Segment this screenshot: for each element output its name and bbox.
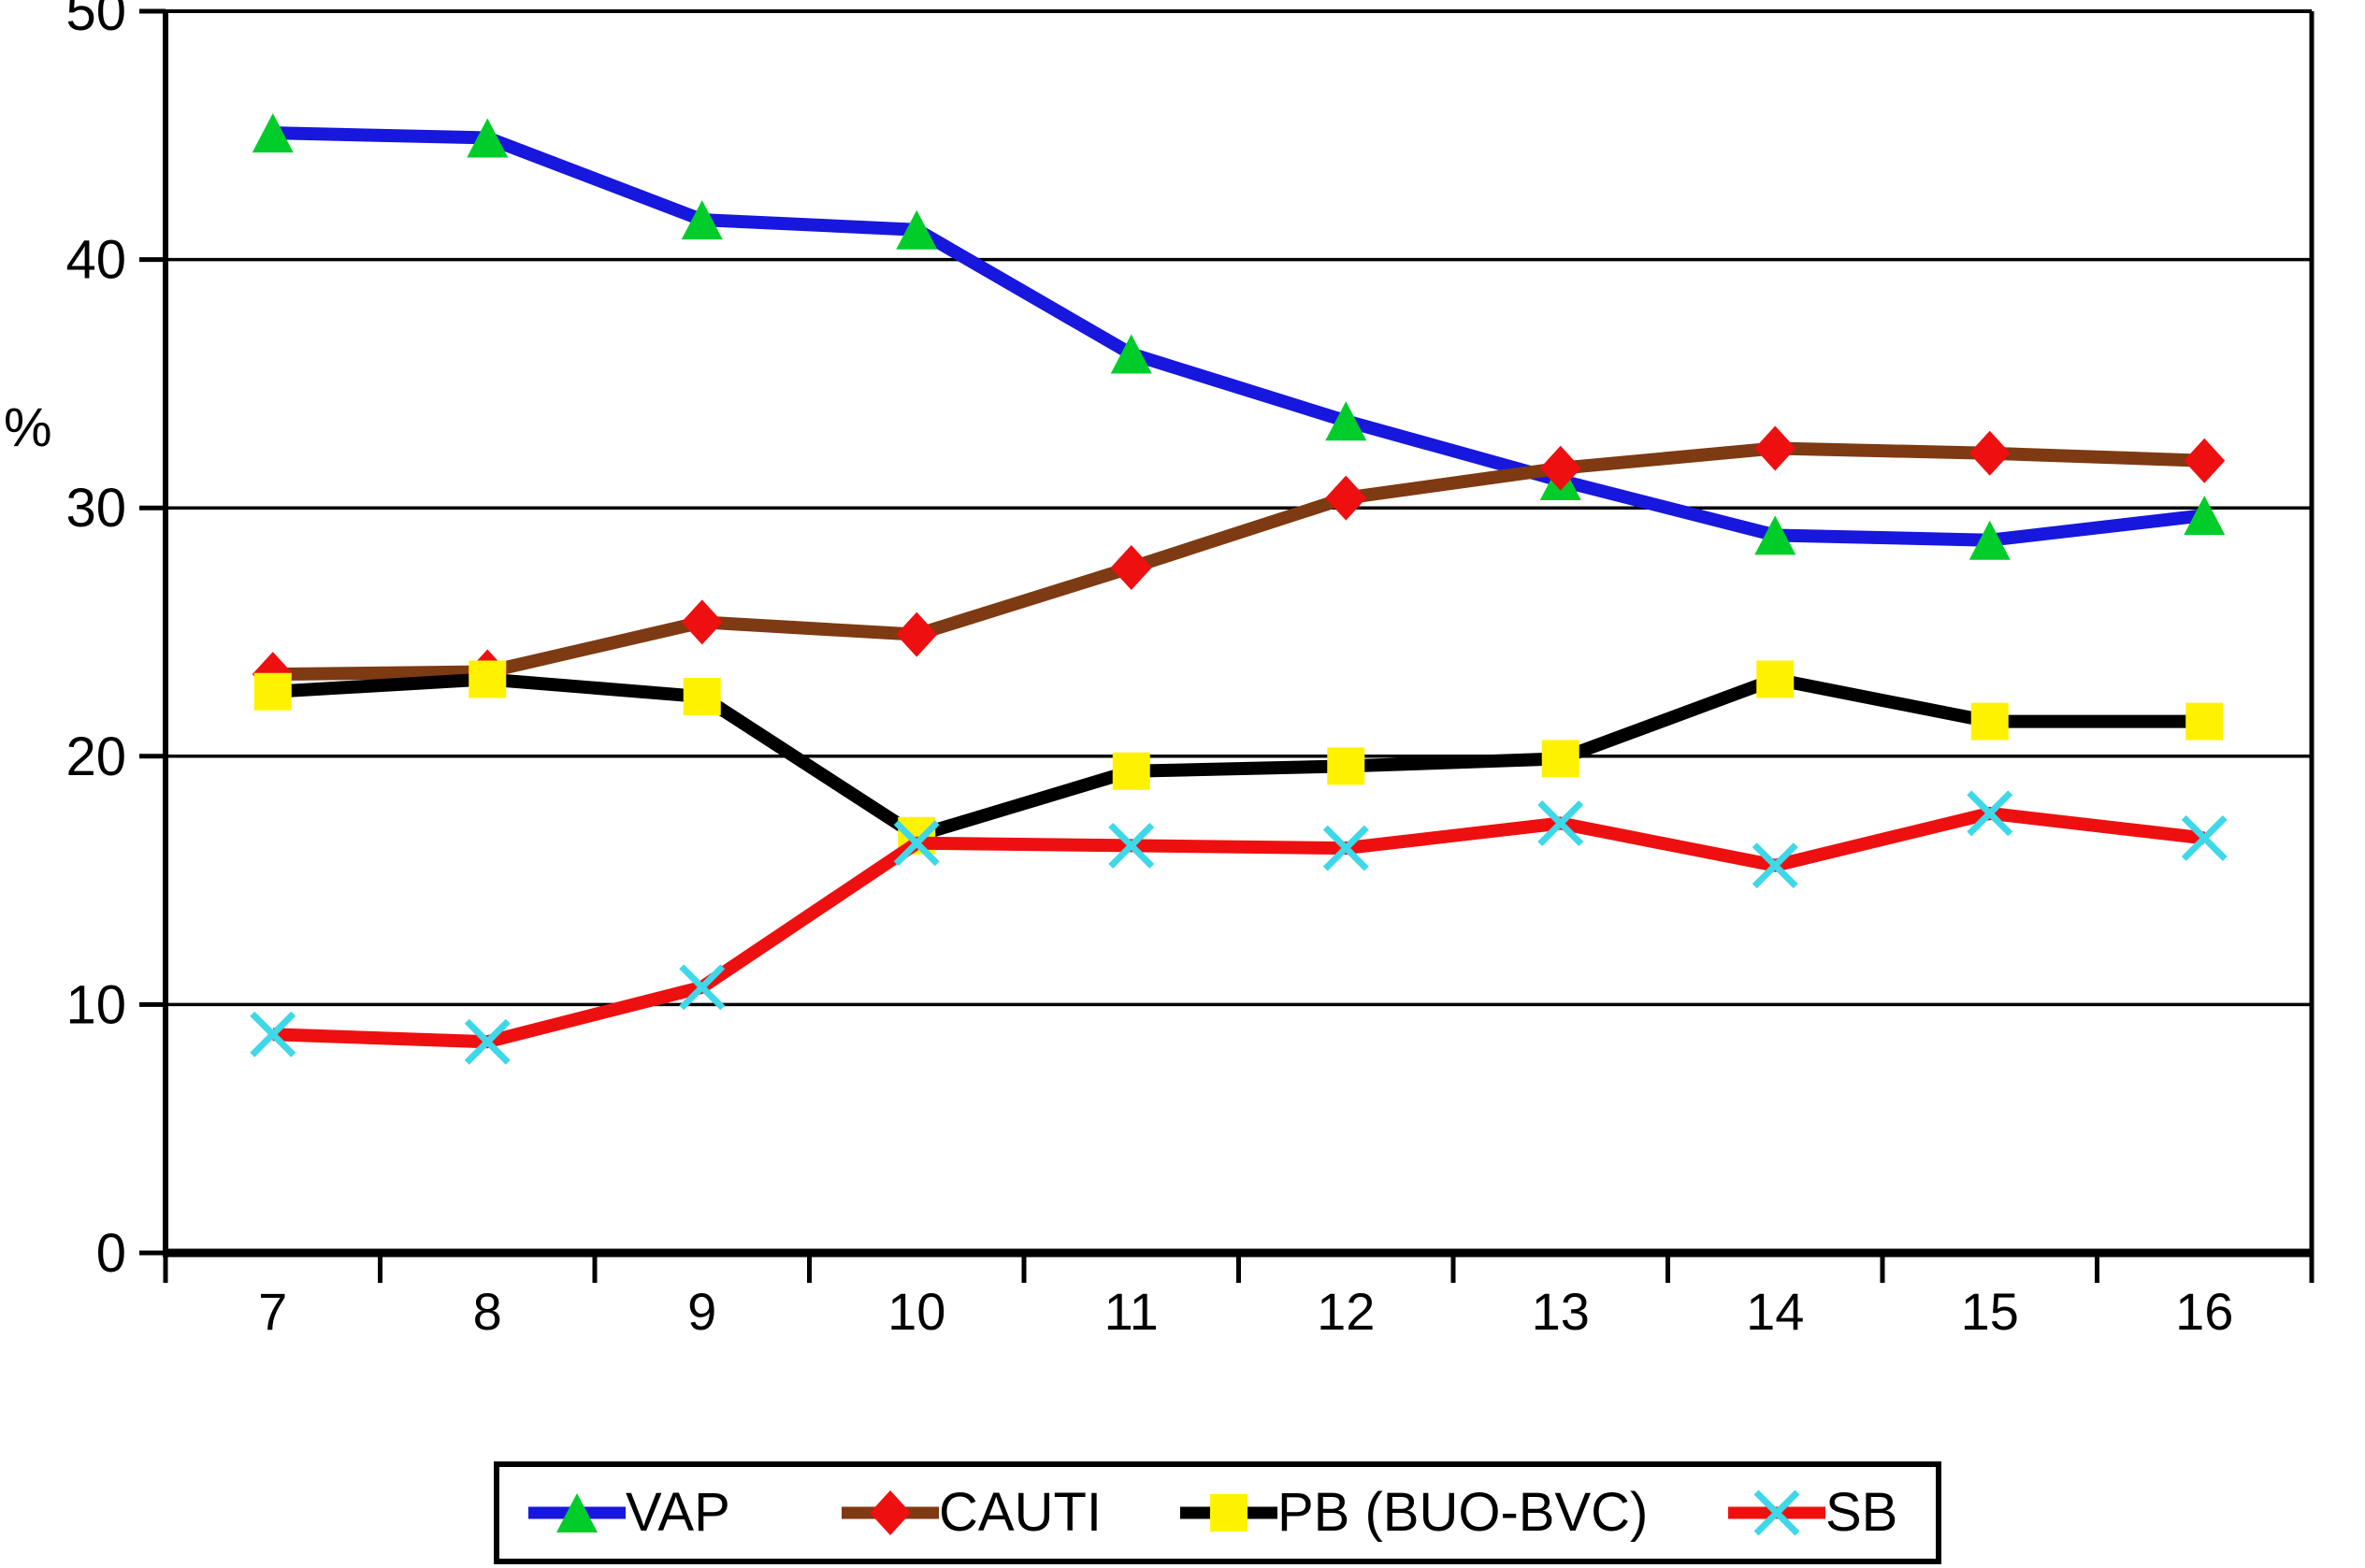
triangle-marker (1754, 515, 1796, 555)
x-marker (2181, 814, 2228, 861)
x-marker (250, 1011, 296, 1057)
series-line (272, 672, 2205, 842)
triangle-marker (467, 118, 509, 158)
x-axis-tick-label: 12 (1317, 1282, 1375, 1341)
diamond-marker (1325, 475, 1367, 521)
legend-item-vap: VAP (528, 1467, 730, 1559)
x-marker (1752, 842, 1798, 889)
x-marker (1322, 825, 1369, 871)
series-pb-buo-bvc- (253, 660, 2224, 855)
triangle-marker (681, 200, 723, 240)
x-axis-tick-label: 8 (473, 1282, 502, 1341)
triangle-marker (896, 209, 938, 250)
series-sb (250, 790, 2228, 1065)
legend-swatch (842, 1490, 939, 1535)
x-marker (1537, 800, 1584, 846)
diamond-marker (1968, 430, 2011, 476)
y-axis-tick-label: 0 (96, 1223, 126, 1284)
triangle-marker (1110, 334, 1152, 374)
y-axis-tick-label: 30 (65, 478, 126, 539)
legend-label: VAP (626, 1482, 730, 1543)
series-vap (252, 113, 2226, 560)
y-axis-tick-label: 40 (65, 230, 126, 291)
square-marker (1970, 702, 2009, 741)
legend-swatch (1180, 1494, 1277, 1532)
legend-swatch (528, 1493, 626, 1532)
series-line (272, 806, 2206, 1049)
legend-label: PB (BUO-BVC) (1277, 1482, 1649, 1543)
diamond-marker (1539, 445, 1581, 491)
diamond-marker (896, 611, 938, 657)
legend-item-sb: SB (1728, 1467, 1897, 1559)
legend-item-cauti: CAUTI (842, 1467, 1102, 1559)
x-axis-tick-label: 14 (1746, 1282, 1804, 1341)
y-axis-tick-label: 50 (65, 0, 126, 42)
x-axis-tick-label: 11 (1104, 1282, 1159, 1341)
x-axis-tick-label: 10 (887, 1282, 945, 1341)
square-marker (683, 678, 721, 716)
diamond-marker (1110, 544, 1152, 590)
square-marker (1756, 660, 1795, 698)
x-axis-tick-label: 7 (258, 1282, 287, 1341)
x-marker (464, 1018, 511, 1065)
diamond-marker (870, 1490, 911, 1535)
diamond-marker (681, 599, 723, 645)
y-axis-tick-label: 10 (65, 974, 126, 1035)
triangle-marker (252, 113, 294, 153)
x-marker (1967, 790, 2013, 837)
square-marker (2185, 702, 2224, 741)
x-axis-tick-label: 9 (687, 1282, 716, 1341)
square-marker (1327, 747, 1365, 785)
legend-label: CAUTI (939, 1482, 1102, 1543)
y-axis-tick-label: 20 (65, 726, 126, 787)
x-axis-tick-label: 15 (1961, 1282, 2019, 1341)
diamond-marker (1754, 425, 1796, 471)
x-marker (1108, 822, 1155, 869)
legend-item-pb-buo-bvc-: PB (BUO-BVC) (1180, 1467, 1648, 1559)
y-axis-title: % (4, 397, 52, 458)
triangle-marker (1968, 520, 2011, 560)
triangle-marker (556, 1493, 598, 1532)
x-axis-tick-label: 16 (2175, 1282, 2233, 1341)
triangle-marker (2184, 496, 2226, 536)
square-marker (1112, 752, 1150, 790)
square-marker (469, 660, 507, 698)
series-line (272, 126, 2206, 547)
chart-legend: VAP CAUTI PB (BUO-BVC) SB (494, 1461, 1941, 1564)
x-marker (1753, 1489, 1800, 1536)
series-cauti (252, 425, 2226, 698)
x-marker (893, 820, 940, 867)
square-marker (1210, 1494, 1247, 1532)
square-marker (253, 672, 292, 711)
diamond-marker (2184, 438, 2226, 483)
x-axis-tick-label: 13 (1532, 1282, 1590, 1341)
series-line (272, 441, 2205, 682)
x-marker (679, 964, 726, 1011)
triangle-marker (1325, 401, 1367, 441)
legend-label: SB (1825, 1482, 1898, 1543)
legend-swatch (1728, 1489, 1825, 1536)
square-marker (1541, 740, 1579, 778)
